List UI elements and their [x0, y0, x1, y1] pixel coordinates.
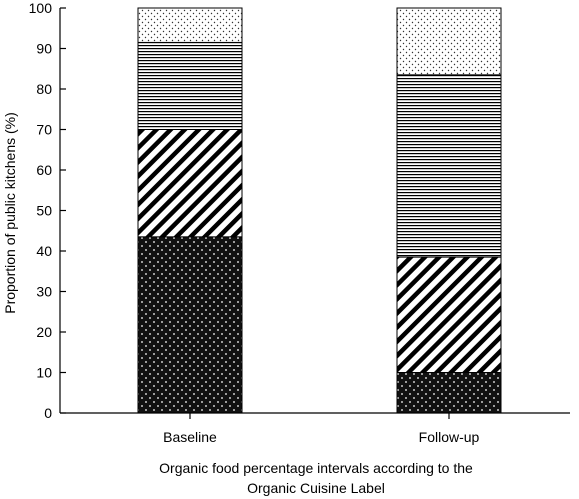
- bars-layer: [137, 7, 502, 414]
- y-tick-label: 0: [44, 405, 52, 421]
- x-axis-title-line-2: Organic Cuisine Label: [247, 480, 385, 496]
- x-tick-label: Baseline: [163, 429, 217, 445]
- x-ticks: Baseline Follow-up: [163, 413, 480, 445]
- y-tick-label: 60: [36, 162, 52, 178]
- y-tick-label: 90: [36, 41, 52, 57]
- y-ticks: 0 10 20 30 40 50 60 70 80 90 100: [29, 0, 66, 421]
- bar-segment-follow-up-1: [396, 372, 502, 414]
- y-tick-label: 80: [36, 81, 52, 97]
- bar-segment-baseline-4: [137, 7, 243, 43]
- y-tick-label: 30: [36, 284, 52, 300]
- y-tick-label: 40: [36, 243, 52, 259]
- bar-segment-follow-up-4: [396, 7, 502, 76]
- y-tick-label: 70: [36, 122, 52, 138]
- y-tick-label: 100: [29, 0, 53, 16]
- bar-segment-follow-up-3: [396, 74, 502, 258]
- bar-segment-baseline-1: [137, 236, 243, 414]
- bar-segment-follow-up-2: [396, 256, 502, 374]
- x-axis-title-line-1: Organic food percentage intervals accord…: [159, 460, 473, 476]
- y-axis-title: Proportion of public kitchens (%): [2, 112, 18, 314]
- bar-segment-baseline-2: [137, 129, 243, 238]
- bar-segment-baseline-3: [137, 41, 243, 130]
- x-tick-label: Follow-up: [419, 429, 480, 445]
- y-tick-label: 10: [36, 365, 52, 381]
- y-tick-label: 50: [36, 203, 52, 219]
- y-tick-label: 20: [36, 324, 52, 340]
